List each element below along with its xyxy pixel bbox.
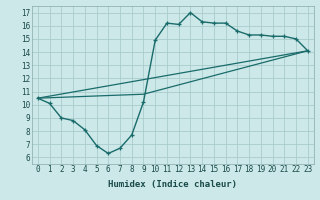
X-axis label: Humidex (Indice chaleur): Humidex (Indice chaleur) — [108, 180, 237, 189]
